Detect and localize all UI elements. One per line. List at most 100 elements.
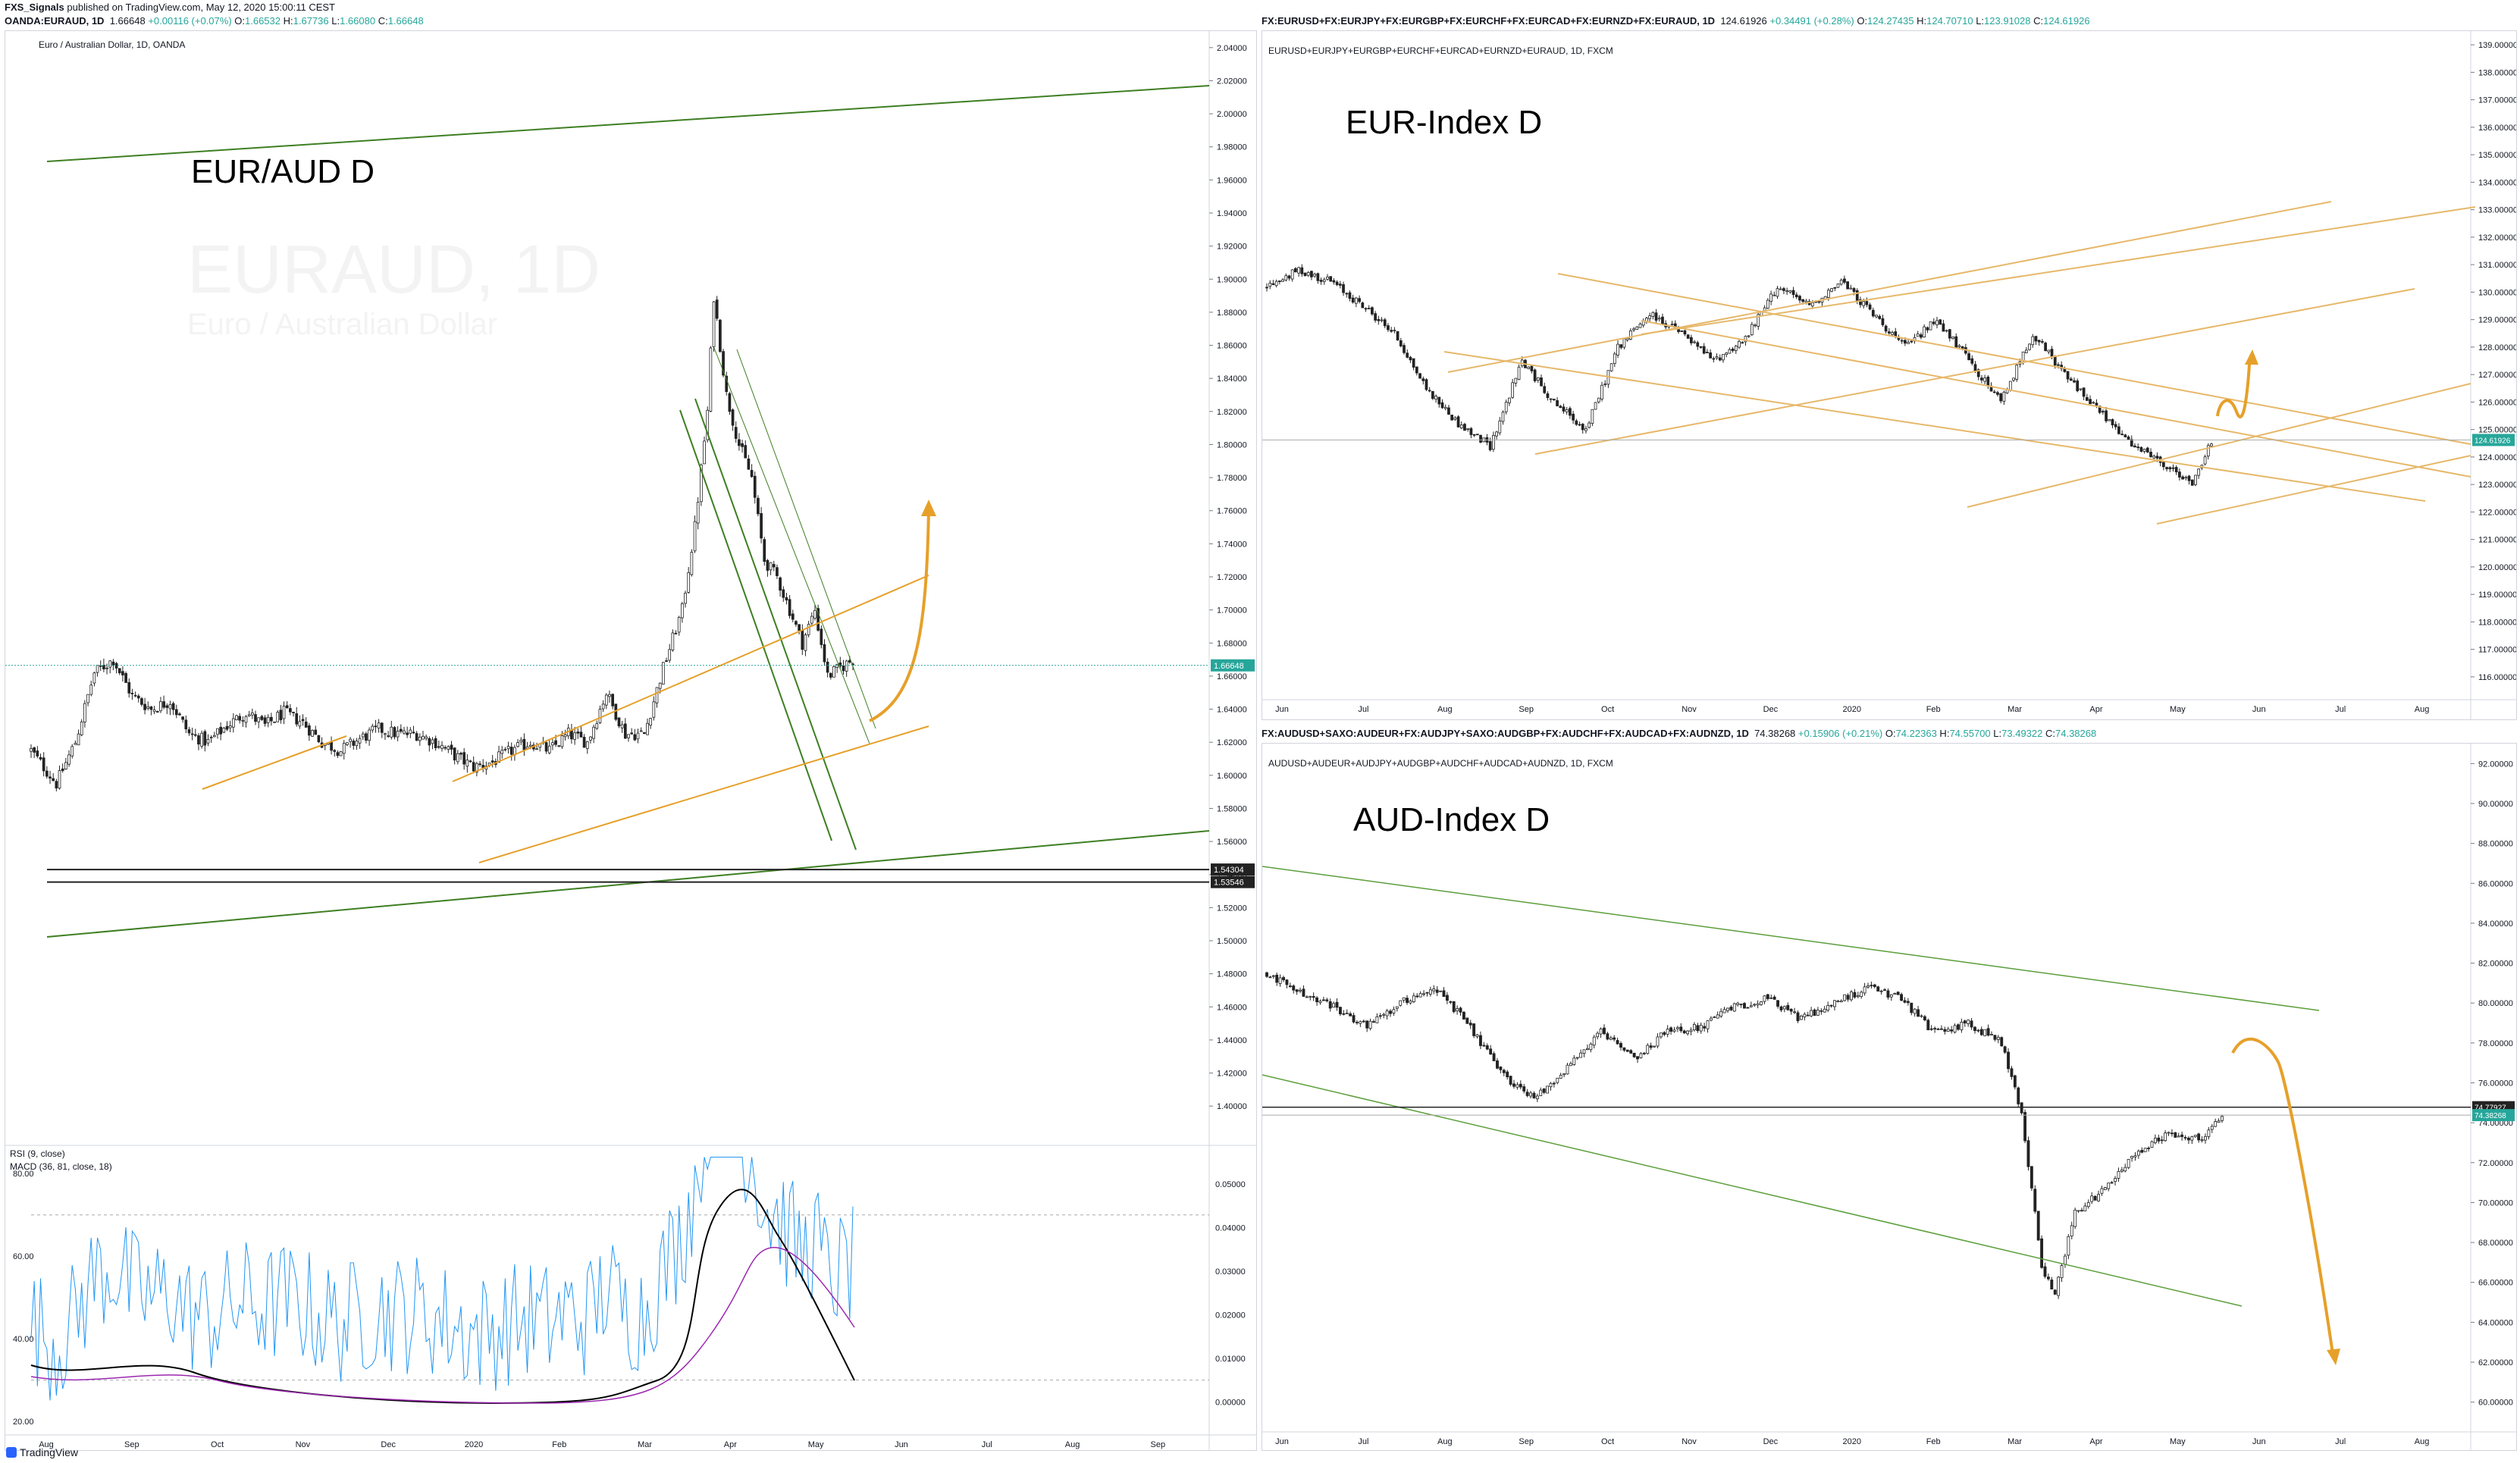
candle-body [1338, 1007, 1342, 1014]
euraud-chart-pane[interactable]: EURAUD, 1D Euro / Australian Dollar 2.0400… [5, 30, 1257, 1451]
candle-body [1749, 1005, 1753, 1007]
candle-body [1900, 340, 1904, 342]
candle-body [700, 464, 703, 503]
candle-body [1983, 377, 1987, 382]
candle-body [1498, 420, 1502, 434]
candle-body [633, 734, 637, 741]
candle-body [45, 770, 49, 777]
price-badge-label: 1.54304 [1214, 866, 1244, 875]
candle-body [219, 726, 223, 735]
candle-body [1871, 309, 1875, 317]
audindex-chart-pane[interactable]: 92.00000 90.00000 88.00000 86.00000 84.00000… [1262, 743, 2517, 1451]
time-tick-label: Jun [1275, 705, 1289, 714]
forecast-arrowhead [921, 500, 936, 516]
candle-body [509, 747, 513, 755]
candle-body [1738, 340, 1741, 348]
candle-body [1876, 986, 1880, 992]
candle-body [1499, 1067, 1503, 1070]
candle-body [500, 750, 504, 754]
candle-body [1651, 312, 1655, 317]
candle-body [1465, 1017, 1469, 1024]
candle-body [1879, 990, 1883, 992]
candle-body [1508, 397, 1511, 403]
price-tick-label: 117.00000 [2478, 646, 2516, 655]
candle-body [2026, 1140, 2030, 1167]
candle-body [738, 439, 741, 446]
candle-body [1696, 342, 1700, 347]
candle-body [1395, 1006, 1399, 1009]
candle-body [1431, 390, 1434, 399]
candle-body [804, 634, 807, 651]
candle-body [1757, 314, 1760, 327]
candle-body [71, 746, 74, 757]
candle-body [1591, 409, 1594, 424]
candle-body [1926, 1020, 1930, 1031]
price-tick-label: 1.94000 [1217, 209, 1247, 218]
candle-body [1870, 985, 1873, 987]
candle-body [1409, 356, 1412, 361]
chart-legend: Euro / Australian Dollar, 1D, OANDA [39, 39, 185, 50]
candle-body [1290, 269, 1294, 280]
candle-body [1932, 321, 1935, 324]
candle-body [661, 662, 665, 685]
candle-body [1265, 287, 1268, 289]
candle-body [741, 443, 744, 447]
candle-body [1530, 365, 1534, 371]
candle-body [1361, 302, 1365, 309]
candle-body [270, 716, 273, 722]
candle-body [1916, 334, 1920, 337]
candle-body [64, 762, 67, 770]
candle-body [709, 347, 713, 412]
audindex-chart[interactable]: 92.00000 90.00000 88.00000 86.00000 84.00000… [1262, 744, 2516, 1450]
candle-body [1556, 400, 1559, 406]
candle-body [399, 728, 403, 732]
price-tick-label: 123.00000 [2478, 481, 2516, 490]
candle-body [133, 694, 137, 697]
candle-body [623, 723, 627, 739]
candle-body [346, 742, 349, 745]
price-tick-label: 125.00000 [2478, 426, 2516, 435]
candle-body [358, 738, 362, 744]
candle-body [1310, 271, 1313, 277]
candle-body [636, 732, 640, 740]
eurindex-chart-pane[interactable]: 139.00000 138.00000 137.00000 136.00000 135.… [1262, 30, 2517, 720]
candle-body [1682, 1030, 1686, 1034]
candle-body [1579, 1052, 1583, 1058]
candle-body [2021, 351, 2025, 362]
candle-body [162, 701, 165, 708]
candle-body [753, 475, 757, 498]
publisher-user[interactable]: FXS_Signals [5, 2, 64, 13]
candle-body [1326, 276, 1329, 280]
candle-body [1562, 1073, 1566, 1076]
candle-body [1632, 328, 1635, 331]
candle-body [1929, 321, 1932, 331]
candle-body [2174, 467, 2178, 472]
candle-body [1846, 995, 1850, 1000]
candle-body [1475, 434, 1479, 436]
candle-body [2067, 1236, 2070, 1256]
candle-body [2181, 476, 2184, 480]
candle-body [317, 735, 321, 743]
candle-body [1515, 1084, 1519, 1088]
candle-body [1910, 340, 1914, 343]
candle-body [1666, 1029, 1669, 1035]
candle-body [823, 644, 826, 663]
candle-body [2000, 1037, 2004, 1047]
candle-body [1716, 1014, 1719, 1019]
candle-body [2063, 1255, 2067, 1265]
candle-body [2193, 1135, 2197, 1137]
change-value: +0.15906 (+0.21%) [1798, 728, 1883, 739]
candle-body [1710, 1017, 1713, 1021]
candle-body [1319, 280, 1323, 282]
candle-body [1322, 279, 1326, 282]
candle-body [1432, 988, 1436, 992]
candle-body [1772, 996, 1776, 1000]
candle-body [1292, 985, 1296, 991]
price-tick-label: 1.88000 [1217, 309, 1247, 318]
candle-body [1900, 994, 1904, 1001]
candle-body [1779, 1006, 1783, 1010]
candle-body [336, 752, 340, 757]
eurindex-chart[interactable]: 139.00000 138.00000 137.00000 136.00000 135.… [1262, 31, 2516, 719]
candle-body [769, 562, 773, 571]
